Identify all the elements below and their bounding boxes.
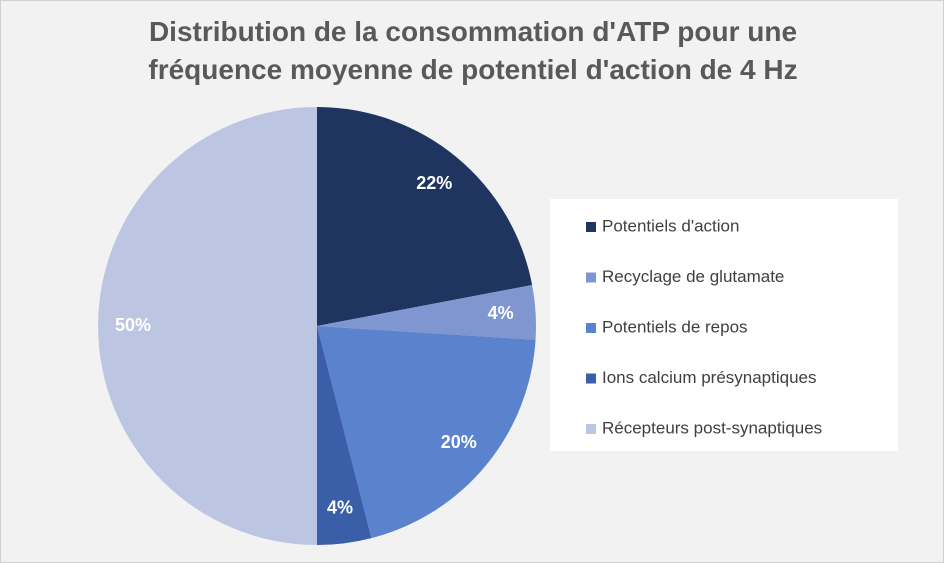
legend-label: Potentiels de repos xyxy=(602,317,748,336)
legend-box xyxy=(550,199,898,451)
legend-swatch xyxy=(586,424,596,434)
legend-label: Recyclage de glutamate xyxy=(602,267,784,286)
legend-swatch xyxy=(586,323,596,333)
pie-slice xyxy=(98,107,318,545)
chart-title: Distribution de la consommation d'ATP po… xyxy=(148,16,798,85)
pie-slice xyxy=(317,284,536,340)
pie-slice xyxy=(317,107,533,326)
legend-label: Ions calcium présynaptiques xyxy=(602,368,817,387)
data-label: 50% xyxy=(115,315,151,335)
legend-swatch xyxy=(586,272,596,283)
data-label: 22% xyxy=(416,173,452,193)
data-label: 4% xyxy=(327,497,353,517)
pie-slice xyxy=(317,326,536,539)
legend-swatch xyxy=(586,373,596,384)
legend-swatch xyxy=(586,222,596,232)
legend-label: Récepteurs post-synaptiques xyxy=(602,418,822,437)
data-label: 20% xyxy=(441,432,477,452)
data-label: 4% xyxy=(488,303,514,323)
pie-slice xyxy=(317,326,372,545)
legend-label: Potentiels d'action xyxy=(602,216,739,235)
